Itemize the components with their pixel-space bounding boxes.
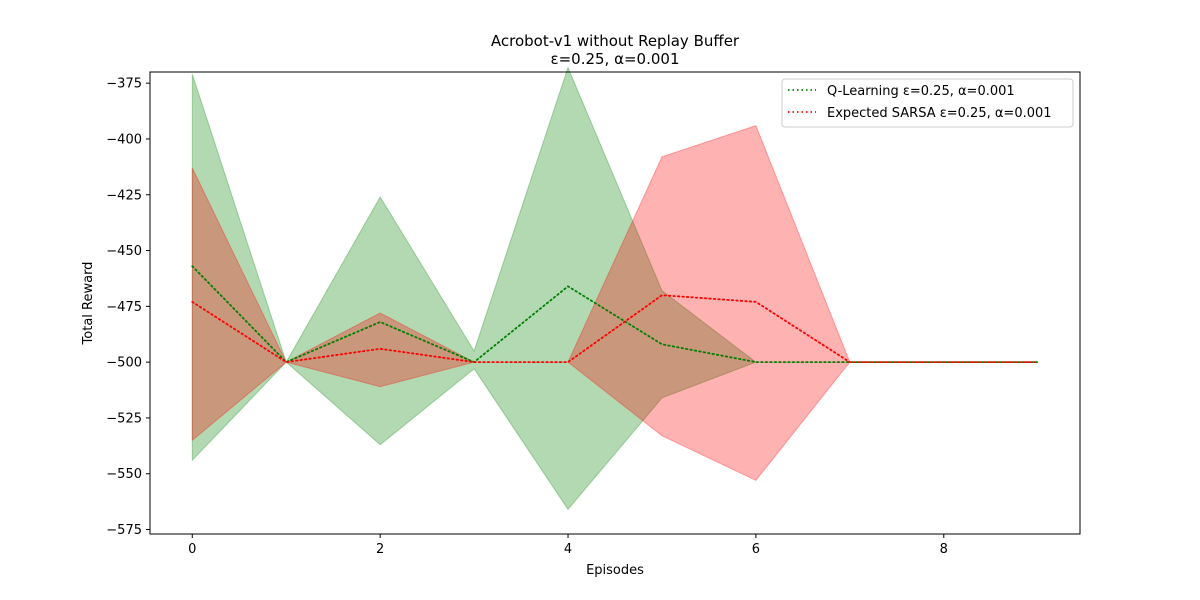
series-lines [191,265,1039,364]
y-tick-label: −550 [106,467,142,482]
y-axis: −375 −400 −425 −450 −475 −500 −525 −550 −575 [106,77,150,538]
x-tick-label: 0 [188,542,196,557]
chart-title: Acrobot-v1 without Replay Buffer [491,32,740,50]
plot-area-frame [149,71,1081,535]
mean-line-expected-1 [191,294,1039,364]
y-tick-label: −475 [106,300,142,315]
y-tick-label: −575 [106,523,142,538]
legend-label-q-learning: Q-Learning ε=0.25, α=0.001 [827,84,1015,99]
y-tick-label: −450 [106,244,142,259]
legend-label-expected-sarsa: Expected SARSA ε=0.25, α=0.001 [827,106,1052,121]
y-tick-label: −500 [106,356,142,371]
y-tick-label: −375 [106,77,142,92]
x-tick-label: 8 [940,542,948,557]
x-axis: 0 2 4 6 8 [188,534,948,557]
series-fills [191,66,1038,511]
x-axis-label: Episodes [586,563,644,578]
x-tick-label: 2 [376,542,384,557]
mean-line-qlearning-0 [191,265,1039,364]
y-tick-label: −400 [106,132,142,147]
legend: Q-Learning ε=0.25, α=0.001 Expected SARS… [781,78,1074,128]
legend-box [781,78,1074,128]
x-tick-label: 4 [564,542,572,557]
x-tick-label: 6 [752,542,760,557]
y-axis-label: Total Reward [81,262,96,346]
y-tick-label: −425 [106,188,142,203]
y-tick-label: −525 [106,411,142,426]
chart-subtitle: ε=0.25, α=0.001 [550,50,679,68]
